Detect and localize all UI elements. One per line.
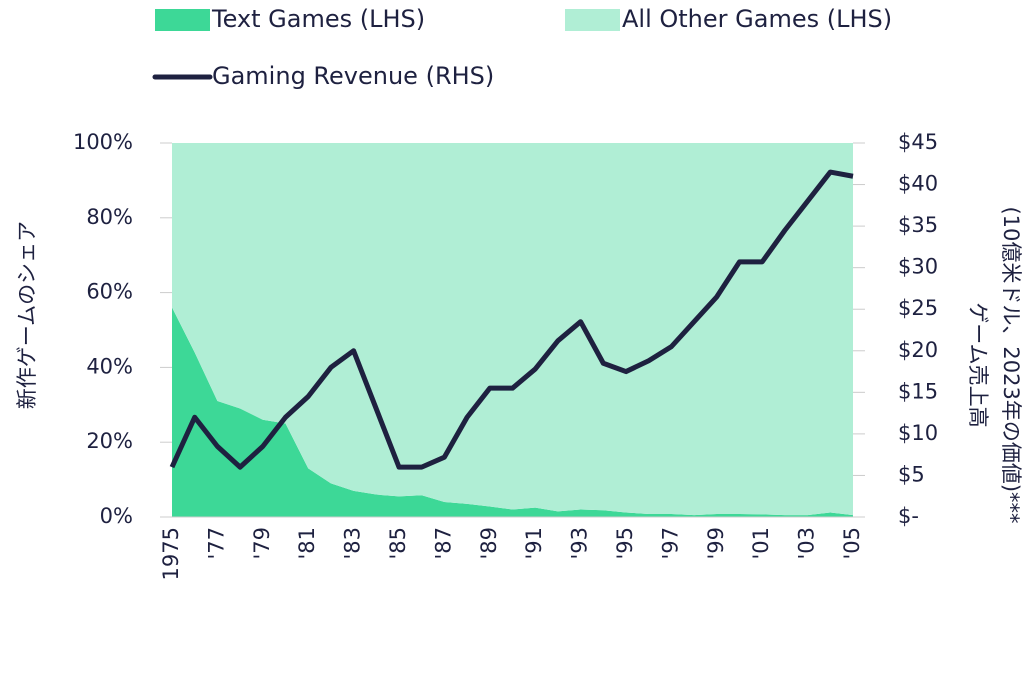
x-tick-label: '91: [522, 527, 546, 560]
line: [169, 169, 854, 470]
x-tick-label: '97: [658, 527, 682, 560]
legend-swatch: [565, 9, 620, 31]
y2-tick-label: $20: [898, 338, 938, 362]
x-tick-label: '79: [250, 527, 274, 560]
y-tick-label: 100%: [73, 130, 133, 154]
x-tick-label: '85: [386, 527, 410, 560]
x-tick-label: '93: [568, 527, 592, 560]
y2-tick-label: $10: [898, 421, 938, 445]
x-tick-label: '95: [613, 527, 637, 560]
y-axis-title: 新作ゲームのシェア: [15, 221, 39, 409]
x-tick-label: '05: [840, 527, 864, 560]
x-tick-label: '99: [704, 527, 728, 560]
x-tick-label: '81: [295, 527, 319, 560]
y-tick-label: 40%: [86, 354, 133, 378]
legend-label: Gaming Revenue (RHS): [212, 62, 494, 90]
y2-tick-label: $30: [898, 255, 938, 279]
y2-axis-title: ゲーム売上高: [966, 302, 990, 427]
x-tick-label: '03: [795, 527, 819, 560]
y2-tick-label: $5: [898, 462, 925, 486]
y2-axis-title: (10億米ドル、2023年の価値)***: [999, 206, 1023, 523]
legend-label: All Other Games (LHS): [622, 5, 892, 33]
legend-label: Text Games (LHS): [211, 5, 425, 33]
legend-swatch: [155, 9, 210, 31]
area: [172, 307, 853, 517]
y-tick-label: 80%: [86, 205, 133, 229]
x-tick-label: '83: [341, 527, 365, 560]
y-tick-label: 20%: [86, 429, 133, 453]
x-tick-label: '89: [477, 527, 501, 560]
y2-tick-label: $40: [898, 172, 938, 196]
x-tick-label: 1975: [159, 527, 183, 580]
y-tick-label: 0%: [100, 504, 133, 528]
x-tick-label: '87: [431, 527, 455, 560]
y2-tick-label: $-: [898, 504, 919, 528]
y2-tick-label: $15: [898, 379, 938, 403]
y-tick-label: 60%: [86, 280, 133, 304]
y2-tick-label: $25: [898, 296, 938, 320]
y2-tick-label: $35: [898, 213, 938, 237]
x-tick-label: '01: [749, 527, 773, 560]
area: [172, 143, 853, 516]
y2-tick-label: $45: [898, 130, 938, 154]
x-tick-label: '77: [204, 527, 228, 560]
